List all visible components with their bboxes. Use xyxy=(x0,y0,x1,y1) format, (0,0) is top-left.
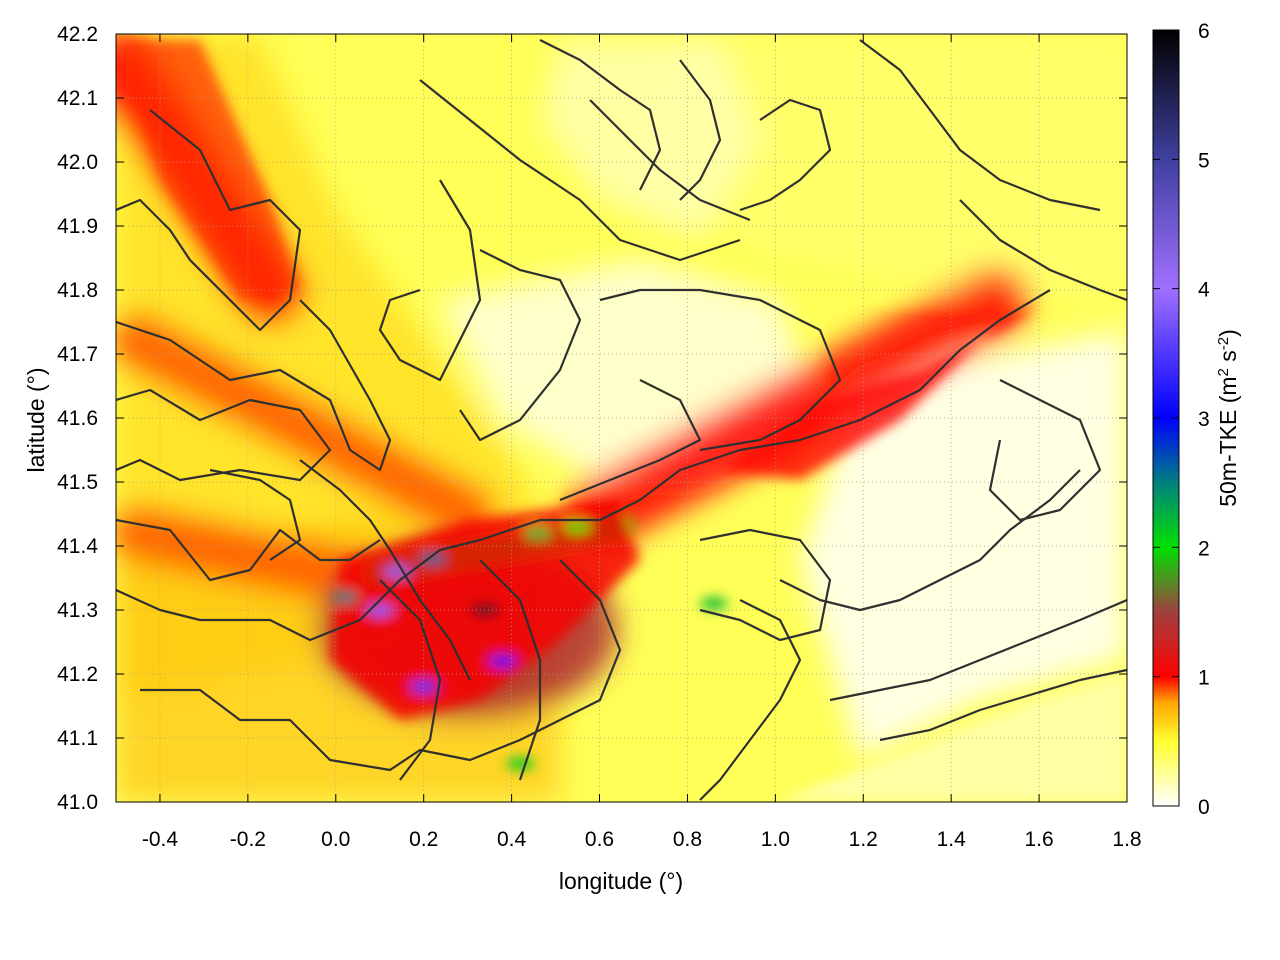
contour-line xyxy=(419,79,741,262)
y-tick-label: 41.8 xyxy=(57,279,98,302)
y-tick-label: 41.9 xyxy=(57,215,98,238)
contour-line xyxy=(116,388,332,482)
terrain-contours xyxy=(116,39,1127,801)
contour-line xyxy=(779,469,1081,612)
contour-line xyxy=(859,39,1101,212)
tke-region-east-calm xyxy=(800,330,1127,760)
x-tick-label: 1.4 xyxy=(937,828,967,851)
contour-line xyxy=(379,579,442,781)
contour-line xyxy=(459,249,582,442)
x-tick-label: 0.6 xyxy=(585,828,614,851)
x-axis: -0.4 -0.2 0.0 0.2 0.4 0.6 0.8 1.0 1.2 1.4 1.6 1.8 xyxy=(142,34,1142,851)
y-tick-label: 41.7 xyxy=(57,343,98,366)
contour-line xyxy=(116,299,392,472)
contour-line xyxy=(699,528,832,642)
x-tick-label: 1.0 xyxy=(761,828,790,851)
y-tick-label: 41.0 xyxy=(57,791,98,814)
y-tick-label: 41.4 xyxy=(57,535,98,558)
contour-line xyxy=(829,598,1127,702)
y-tick-label: 42.0 xyxy=(57,151,98,174)
colorbar-title-suffix: ) xyxy=(1215,329,1241,337)
colorbar-tick-label: 2 xyxy=(1198,537,1210,560)
y-tick-label: 42.1 xyxy=(57,87,98,110)
contour-line xyxy=(988,379,1102,522)
tke-region-northeast xyxy=(620,34,1127,300)
colorbar-title-mid: s xyxy=(1215,350,1241,368)
contour-line xyxy=(378,179,482,382)
tke-speck xyxy=(563,520,592,533)
tke-feature-band xyxy=(116,313,496,542)
plot-area xyxy=(116,34,1127,802)
colorbar-tick-label: 5 xyxy=(1198,149,1210,172)
colorbar-tick-label: 1 xyxy=(1198,667,1210,690)
y-tick-label: 41.1 xyxy=(57,727,98,750)
tke-feature-east-ridge xyxy=(720,300,1040,480)
y-axis-title: latitude (°) xyxy=(23,367,49,472)
y-axis: 41.0 41.1 41.2 41.3 41.4 41.5 41.6 41.7 41.8 41.9… xyxy=(57,23,1127,814)
tke-speck xyxy=(523,527,552,540)
contour-line xyxy=(116,518,381,582)
contour-line xyxy=(679,59,722,201)
contour-line xyxy=(959,199,1127,302)
colorbar-tick-label: 3 xyxy=(1198,408,1210,431)
y-tick-label: 41.6 xyxy=(57,407,98,430)
tke-speck xyxy=(471,604,500,616)
contour-line xyxy=(209,468,302,561)
contour-line xyxy=(599,288,842,452)
x-tick-label: 0.0 xyxy=(321,828,350,851)
colorbar-title-sup1: 2 xyxy=(1215,368,1232,376)
y-tick-label: 41.2 xyxy=(57,663,98,686)
contour-line xyxy=(116,289,1051,642)
x-axis-title: longitude (°) xyxy=(559,868,683,894)
tke-region-north-calm xyxy=(540,40,760,240)
contour-line xyxy=(559,559,622,721)
colorbar-tick-label: 6 xyxy=(1198,20,1210,43)
contour-line xyxy=(539,39,662,191)
x-tick-label: 0.4 xyxy=(497,828,527,851)
contour-line xyxy=(116,109,302,332)
x-tick-label: 0.8 xyxy=(673,828,702,851)
contour-line xyxy=(739,98,832,212)
tke-feature-ridge xyxy=(564,267,1031,549)
tke-speck xyxy=(488,655,517,668)
colorbar-tick-label: 0 xyxy=(1198,796,1210,819)
contour-line xyxy=(699,599,802,801)
x-tick-label: 1.6 xyxy=(1024,828,1053,851)
tke-speck xyxy=(506,757,535,770)
y-tick-label: 41.5 xyxy=(57,471,98,494)
contour-line xyxy=(299,459,471,681)
x-tick-label: 0.2 xyxy=(409,828,438,851)
x-tick-label: -0.2 xyxy=(230,828,266,851)
y-tick-label: 42.2 xyxy=(57,23,98,46)
contour-line xyxy=(140,688,561,772)
contour-line xyxy=(559,379,702,502)
colorbar-tick-label: 4 xyxy=(1198,279,1210,302)
tke-speck xyxy=(699,597,728,610)
colorbar-title-prefix: 50m-TKE (m xyxy=(1215,376,1241,506)
colorbar-title: 50m-TKE (m2 s-2) xyxy=(1215,329,1242,507)
colorbar-ticks: 0 1 2 3 4 5 6 xyxy=(1153,20,1210,819)
contour-line xyxy=(479,559,542,781)
contour-line xyxy=(879,668,1127,742)
contour-line xyxy=(589,99,751,222)
x-tick-label: 1.8 xyxy=(1112,828,1141,851)
colorbar-title-sup2: -2 xyxy=(1215,337,1232,350)
y-tick-label: 41.3 xyxy=(57,599,98,622)
tke-speck xyxy=(330,591,359,604)
x-tick-label: 1.2 xyxy=(849,828,878,851)
x-tick-label: -0.4 xyxy=(142,828,179,851)
